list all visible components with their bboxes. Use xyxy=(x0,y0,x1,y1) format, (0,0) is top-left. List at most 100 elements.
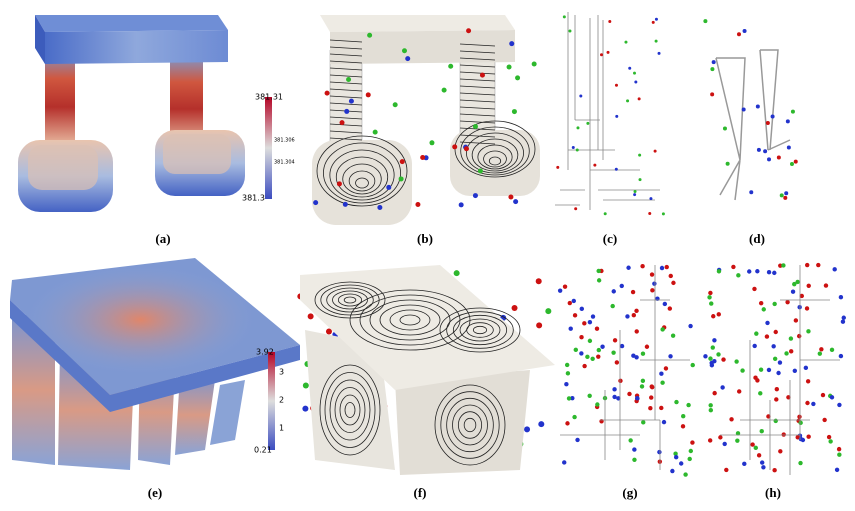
critical-point xyxy=(556,165,560,169)
contour-line xyxy=(463,417,477,433)
contour-line xyxy=(459,92,496,96)
critical-point xyxy=(614,167,618,171)
critical-point xyxy=(638,178,642,182)
critical-point xyxy=(805,262,810,268)
critical-point xyxy=(593,163,597,167)
contour-line xyxy=(329,46,363,50)
critical-point xyxy=(511,109,517,115)
critical-point xyxy=(472,193,478,199)
critical-point xyxy=(611,289,616,294)
contour-line xyxy=(329,60,363,64)
critical-point xyxy=(458,202,464,208)
critical-point xyxy=(575,148,579,152)
critical-point xyxy=(709,360,714,366)
panel-label: (b) xyxy=(417,231,433,246)
contour-line xyxy=(452,404,488,446)
critical-point xyxy=(575,437,580,443)
critical-point xyxy=(324,90,330,96)
critical-point xyxy=(798,420,803,426)
panel-a-render xyxy=(18,15,272,212)
critical-point xyxy=(820,392,826,398)
contour-line xyxy=(459,71,496,75)
critical-point xyxy=(336,181,342,187)
critical-point xyxy=(626,265,631,270)
critical-point xyxy=(572,313,578,318)
critical-point xyxy=(770,114,775,119)
contour-line xyxy=(459,120,496,124)
critical-point xyxy=(673,451,678,456)
critical-point xyxy=(785,119,790,124)
critical-point xyxy=(562,15,566,19)
panel-h-render xyxy=(720,265,840,475)
critical-point xyxy=(674,399,679,405)
critical-point xyxy=(344,108,350,114)
critical-point xyxy=(741,107,746,112)
critical-point xyxy=(784,351,789,356)
critical-point xyxy=(736,273,741,278)
contour-line xyxy=(329,379,371,441)
contour-line xyxy=(326,287,374,313)
critical-point xyxy=(754,331,759,336)
critical-point xyxy=(587,338,593,344)
contour-line xyxy=(339,394,361,426)
contour-line xyxy=(466,322,494,338)
colorbar-tick: 381.3 xyxy=(242,194,265,203)
critical-point xyxy=(657,449,662,455)
contour-line xyxy=(439,307,521,353)
critical-point xyxy=(302,405,309,412)
critical-point xyxy=(711,314,716,319)
critical-point xyxy=(566,396,572,401)
critical-point xyxy=(758,300,764,306)
critical-point xyxy=(690,362,695,368)
critical-point xyxy=(828,439,833,444)
panel-label: (c) xyxy=(603,231,617,246)
critical-point xyxy=(582,321,587,326)
critical-point xyxy=(612,394,617,400)
critical-point xyxy=(342,201,348,207)
critical-point xyxy=(734,359,739,364)
contour-line xyxy=(329,123,363,127)
critical-point xyxy=(657,51,661,55)
critical-point xyxy=(614,360,620,365)
critical-point xyxy=(758,367,764,372)
critical-point xyxy=(579,351,584,356)
critical-point xyxy=(755,378,760,383)
panel-b-render xyxy=(312,15,540,225)
colorbar-tick: 3.92 xyxy=(256,348,274,357)
critical-point xyxy=(506,64,512,70)
critical-point xyxy=(649,395,654,400)
critical-point xyxy=(313,200,319,206)
critical-point xyxy=(805,400,810,406)
critical-point xyxy=(736,32,741,37)
critical-point xyxy=(712,390,717,396)
critical-point xyxy=(756,147,761,152)
critical-point xyxy=(562,284,568,289)
critical-point xyxy=(508,194,514,200)
critical-point xyxy=(747,269,752,274)
critical-point xyxy=(766,270,772,275)
contour-line xyxy=(471,138,519,172)
critical-point xyxy=(477,168,483,174)
critical-point xyxy=(568,326,573,331)
contour-line xyxy=(488,156,502,166)
colorbar-tick: 381.304 xyxy=(274,160,295,166)
critical-point xyxy=(405,56,411,62)
critical-point xyxy=(611,350,616,355)
critical-point xyxy=(582,363,587,369)
contour-line xyxy=(329,39,363,43)
critical-point xyxy=(452,144,458,150)
contour-line xyxy=(452,314,508,346)
critical-point xyxy=(690,440,695,445)
critical-point xyxy=(759,460,765,465)
critical-point xyxy=(781,263,786,268)
critical-point xyxy=(511,305,518,312)
critical-point xyxy=(567,300,573,306)
critical-point xyxy=(720,385,725,390)
critical-point xyxy=(832,267,837,272)
critical-point xyxy=(772,356,778,362)
critical-point xyxy=(568,29,572,33)
critical-point xyxy=(679,461,684,466)
contour-line xyxy=(457,411,483,439)
contour-line xyxy=(460,126,530,176)
critical-point xyxy=(463,146,469,152)
